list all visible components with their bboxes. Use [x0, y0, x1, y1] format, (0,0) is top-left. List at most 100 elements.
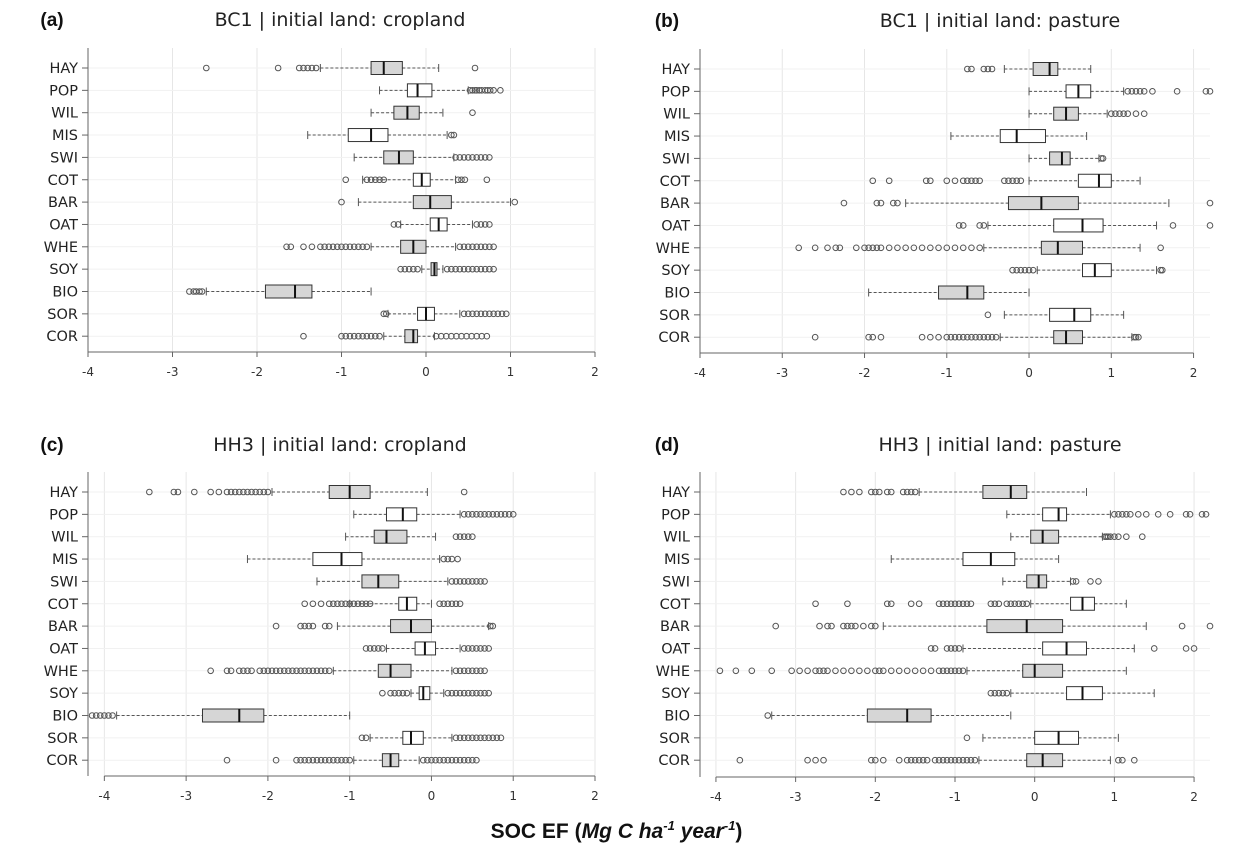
- outlier-point: [1023, 600, 1031, 608]
- outlier-point: [497, 734, 505, 742]
- outlier-point: [931, 756, 939, 764]
- outlier-point: [927, 667, 935, 675]
- outlier-point: [991, 600, 999, 608]
- outlier-point: [768, 667, 776, 675]
- outlier-point: [338, 600, 345, 608]
- outlier-point: [485, 734, 492, 742]
- outlier-point: [1202, 88, 1210, 95]
- outlier-point: [464, 667, 472, 675]
- box-hay: [203, 61, 479, 75]
- outlier-point: [959, 667, 967, 675]
- outlier-point: [186, 288, 193, 295]
- outlier-point: [511, 198, 519, 206]
- outlier-point: [342, 176, 350, 184]
- outlier-point: [382, 310, 390, 318]
- box-oat: [955, 218, 1214, 233]
- box-bar: [272, 619, 497, 634]
- outlier-point: [456, 689, 464, 697]
- category-label: HAY: [661, 485, 690, 501]
- outlier-point: [244, 667, 251, 675]
- outlier-point: [460, 511, 468, 518]
- outlier-point: [1021, 266, 1029, 274]
- iqr-box: [377, 663, 412, 678]
- category-label: WHE: [656, 664, 690, 680]
- outlier-point: [987, 600, 995, 608]
- outlier-point: [452, 667, 460, 675]
- category-label: HAY: [49, 61, 78, 77]
- iqr-box: [1053, 218, 1104, 233]
- outlier-point: [358, 600, 366, 608]
- outlier-point: [342, 243, 350, 251]
- outlier-point: [872, 488, 879, 496]
- outlier-point: [873, 244, 881, 252]
- outlier-point: [460, 756, 468, 764]
- outlier-point: [410, 265, 417, 273]
- outlier-point: [995, 689, 1003, 697]
- outlier-point: [943, 756, 951, 764]
- outlier-point: [367, 332, 375, 340]
- outlier-point: [486, 221, 493, 228]
- outlier-point: [370, 645, 378, 652]
- category-label: BAR: [660, 196, 690, 212]
- outlier-point: [931, 645, 939, 652]
- outlier-point: [464, 154, 472, 161]
- outlier-point: [505, 511, 513, 518]
- outlier-point: [869, 177, 877, 185]
- box-cot: [342, 172, 491, 187]
- outlier-point: [440, 555, 448, 563]
- outlier-point: [864, 667, 871, 675]
- outlier-point: [1112, 110, 1119, 117]
- outlier-point: [477, 689, 484, 697]
- outlier-point: [321, 622, 329, 630]
- outlier-point: [1127, 511, 1134, 518]
- box-cor: [811, 330, 1142, 345]
- outlier-point: [473, 734, 480, 742]
- x-tick-label: 2: [1190, 366, 1198, 380]
- outlier-point: [295, 64, 303, 72]
- outlier-point: [947, 600, 955, 608]
- outlier-point: [330, 600, 337, 608]
- outlier-point: [894, 244, 901, 252]
- outlier-point: [927, 177, 934, 185]
- outlier-point: [442, 332, 450, 340]
- outlier-point: [464, 265, 472, 273]
- outlier-point: [943, 333, 951, 341]
- outlier-point: [264, 488, 272, 496]
- outlier-point: [395, 689, 403, 697]
- outlier-point: [300, 64, 307, 72]
- outlier-point: [907, 756, 915, 764]
- outlier-point: [848, 667, 855, 675]
- outlier-point: [329, 243, 337, 251]
- outlier-point: [469, 243, 476, 251]
- outlier-point: [1011, 600, 1019, 608]
- xlabel-unit-mid: year: [674, 820, 724, 843]
- box-soy: [987, 686, 1155, 701]
- category-label: BIO: [664, 709, 690, 725]
- outlier-point: [976, 244, 983, 252]
- outlier-point: [300, 243, 307, 251]
- panel-letter: (b): [655, 11, 679, 32]
- outlier-point: [448, 332, 455, 340]
- outlier-point: [988, 65, 996, 73]
- iqr-box: [1022, 663, 1064, 678]
- box-cot: [869, 173, 1141, 188]
- outlier-point: [486, 154, 493, 161]
- outlier-point: [963, 600, 971, 608]
- box-swi: [316, 574, 488, 589]
- category-label: POP: [661, 84, 690, 100]
- xlabel-superscript-2: -1: [723, 818, 736, 833]
- category-label: COT: [660, 597, 691, 613]
- outlier-point: [879, 667, 887, 675]
- outlier-point: [1072, 578, 1080, 585]
- outlier-point: [414, 265, 421, 273]
- category-label: SOY: [661, 263, 690, 279]
- outlier-point: [338, 198, 345, 206]
- panel-a: -4 -3 -2 -1 0 1 2 (a) BC1 | initial land: cropla…: [40, 9, 598, 379]
- category-label: BIO: [52, 285, 78, 301]
- iqr-box: [1082, 263, 1112, 278]
- outlier-point: [968, 333, 975, 341]
- x-tick-label: 1: [1107, 366, 1115, 380]
- outlier-point: [309, 600, 317, 608]
- outlier-point: [1190, 645, 1198, 652]
- outlier-point: [312, 64, 320, 72]
